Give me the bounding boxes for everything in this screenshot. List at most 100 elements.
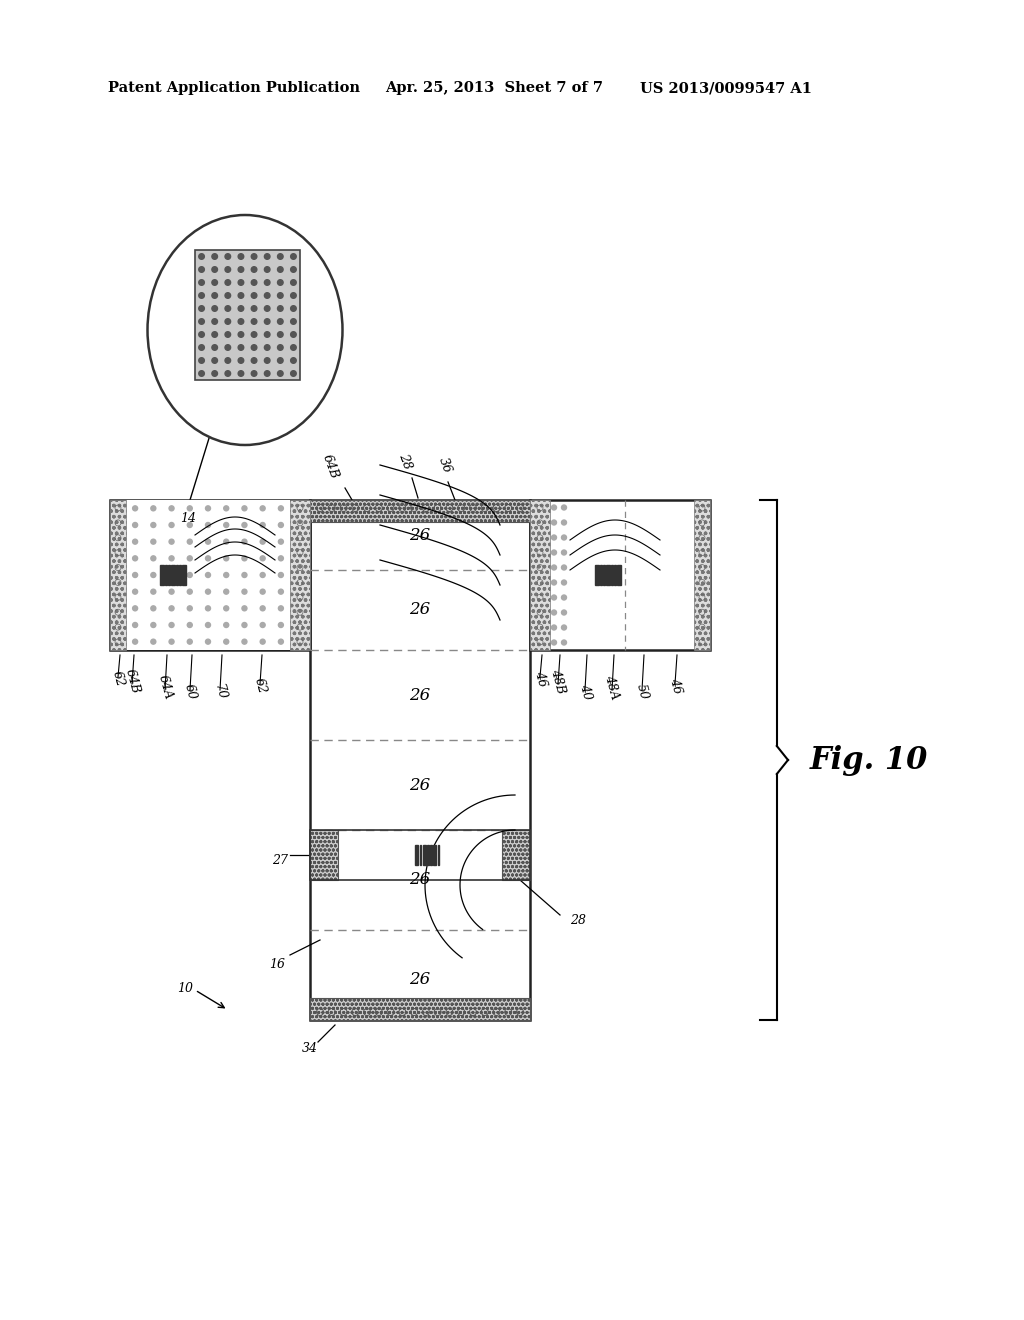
Text: 70: 70	[212, 682, 228, 701]
Circle shape	[260, 623, 265, 627]
Text: 64B: 64B	[123, 668, 141, 696]
Circle shape	[225, 345, 230, 350]
Circle shape	[199, 253, 205, 259]
Circle shape	[187, 573, 193, 578]
Text: 64A: 64A	[156, 673, 174, 701]
Text: Fig. 10: Fig. 10	[810, 744, 929, 776]
Text: 50: 50	[634, 682, 650, 701]
Text: 62: 62	[252, 676, 268, 696]
Bar	[415, 845, 418, 865]
Text: 48A: 48A	[602, 673, 622, 701]
Circle shape	[260, 606, 265, 611]
Circle shape	[260, 506, 265, 511]
Circle shape	[552, 595, 556, 601]
Circle shape	[264, 345, 270, 350]
Circle shape	[225, 293, 230, 298]
Circle shape	[225, 267, 230, 272]
Circle shape	[133, 556, 137, 561]
Circle shape	[561, 579, 566, 585]
Circle shape	[239, 267, 244, 272]
Circle shape	[278, 358, 283, 363]
Circle shape	[223, 639, 228, 644]
Circle shape	[225, 306, 230, 312]
Circle shape	[279, 556, 284, 561]
Circle shape	[260, 589, 265, 594]
Circle shape	[169, 573, 174, 578]
Circle shape	[552, 550, 556, 554]
Circle shape	[278, 318, 283, 325]
Circle shape	[169, 606, 174, 611]
Bar	[160, 565, 164, 585]
Circle shape	[279, 573, 284, 578]
Circle shape	[151, 639, 156, 644]
Circle shape	[212, 318, 217, 325]
Circle shape	[187, 523, 193, 528]
Circle shape	[212, 293, 217, 298]
Circle shape	[225, 331, 230, 338]
Circle shape	[223, 589, 228, 594]
Circle shape	[223, 606, 228, 611]
Circle shape	[199, 293, 205, 298]
Circle shape	[264, 306, 270, 312]
Circle shape	[561, 565, 566, 570]
Circle shape	[133, 589, 137, 594]
Circle shape	[279, 523, 284, 528]
Bar	[694, 500, 710, 649]
Circle shape	[206, 556, 211, 561]
Circle shape	[133, 523, 137, 528]
Bar	[423, 845, 426, 865]
Bar	[606, 565, 609, 585]
Circle shape	[169, 523, 174, 528]
Ellipse shape	[147, 215, 342, 445]
Circle shape	[187, 556, 193, 561]
Bar	[430, 845, 431, 865]
Circle shape	[251, 267, 257, 272]
Circle shape	[242, 523, 247, 528]
Circle shape	[552, 640, 556, 645]
Circle shape	[223, 506, 228, 511]
Circle shape	[278, 293, 283, 298]
Circle shape	[251, 253, 257, 259]
Circle shape	[133, 539, 137, 544]
Circle shape	[279, 589, 284, 594]
Circle shape	[260, 573, 265, 578]
Circle shape	[133, 506, 137, 511]
Text: 60: 60	[181, 682, 199, 701]
Circle shape	[187, 623, 193, 627]
Circle shape	[199, 280, 205, 285]
Circle shape	[264, 331, 270, 338]
Bar	[165, 565, 167, 585]
Circle shape	[187, 606, 193, 611]
Text: 16: 16	[269, 958, 285, 972]
Circle shape	[212, 253, 217, 259]
Circle shape	[251, 306, 257, 312]
Circle shape	[206, 506, 211, 511]
Circle shape	[291, 267, 296, 272]
Circle shape	[552, 520, 556, 525]
Circle shape	[561, 624, 566, 630]
Circle shape	[251, 293, 257, 298]
Circle shape	[242, 606, 247, 611]
Circle shape	[239, 293, 244, 298]
Text: US 2013/0099547 A1: US 2013/0099547 A1	[640, 81, 812, 95]
Circle shape	[291, 306, 296, 312]
Bar	[595, 565, 598, 585]
Circle shape	[561, 640, 566, 645]
Bar	[611, 565, 612, 585]
Bar	[168, 565, 170, 585]
Bar	[530, 500, 550, 649]
Bar	[310, 500, 530, 1020]
Circle shape	[199, 306, 205, 312]
Text: 26: 26	[410, 776, 431, 793]
Bar	[614, 565, 615, 585]
Circle shape	[251, 358, 257, 363]
Circle shape	[199, 358, 205, 363]
Circle shape	[291, 293, 296, 298]
Circle shape	[278, 345, 283, 350]
Circle shape	[225, 358, 230, 363]
Text: 26: 26	[410, 527, 431, 544]
Text: 36: 36	[436, 455, 454, 475]
Circle shape	[278, 253, 283, 259]
Circle shape	[212, 331, 217, 338]
Bar	[603, 565, 604, 585]
